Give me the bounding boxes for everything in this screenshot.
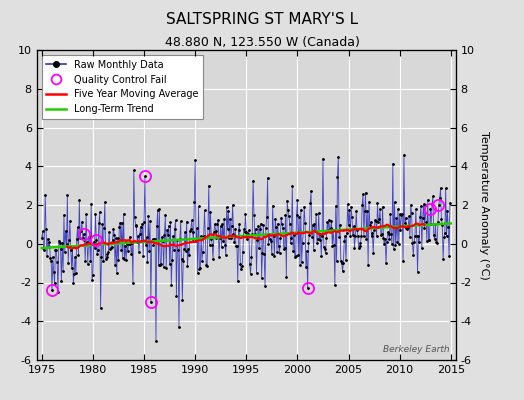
Y-axis label: Temperature Anomaly (°C): Temperature Anomaly (°C) xyxy=(478,131,489,279)
Text: Berkeley Earth: Berkeley Earth xyxy=(383,345,450,354)
Text: SALTSPRING ST MARY'S L: SALTSPRING ST MARY'S L xyxy=(166,12,358,27)
Text: 48.880 N, 123.550 W (Canada): 48.880 N, 123.550 W (Canada) xyxy=(165,36,359,49)
Legend: Raw Monthly Data, Quality Control Fail, Five Year Moving Average, Long-Term Tren: Raw Monthly Data, Quality Control Fail, … xyxy=(41,55,203,119)
